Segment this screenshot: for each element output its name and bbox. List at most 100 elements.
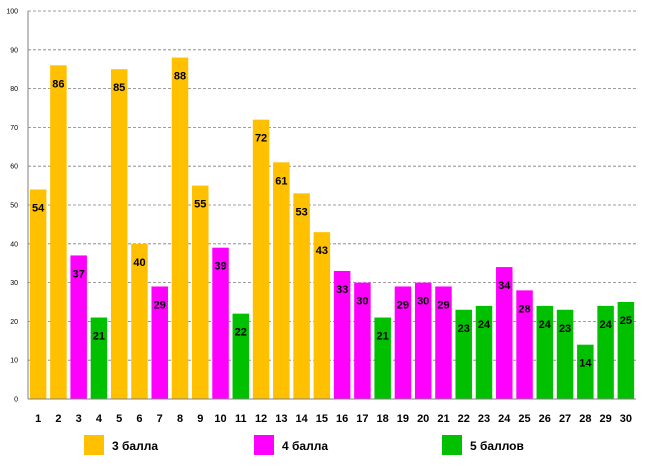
- data-label: 30: [417, 296, 429, 308]
- x-tick-label: 9: [197, 413, 203, 425]
- data-label: 30: [356, 296, 368, 308]
- bar-30: [617, 302, 635, 399]
- bar-26: [536, 305, 554, 399]
- bar-20: [414, 282, 432, 399]
- data-label: 53: [295, 206, 307, 218]
- data-labels: 54 86 37 21 85 40 29 88 55 39 22 72 61 53 43 33 30 21 29 30…: [32, 71, 632, 370]
- bar-19: [394, 286, 412, 399]
- data-label: 54: [32, 202, 45, 214]
- x-tick-label: 28: [579, 413, 591, 425]
- x-tick-label: 2: [55, 413, 61, 425]
- data-label: 23: [458, 323, 470, 335]
- x-axis: 1 2 3 4 5 6 7 8 9 10 11 12 13 14 15 16 17 18 19 20 21 22 23 24 2…: [28, 398, 636, 425]
- data-label: 29: [154, 299, 166, 311]
- bar-23: [475, 305, 493, 399]
- x-tick-label: 21: [437, 413, 449, 425]
- legend-label-g3: 3 балла: [112, 439, 158, 453]
- x-tick-label: 26: [539, 413, 551, 425]
- bar-3: [70, 255, 87, 399]
- bar-14: [293, 193, 310, 399]
- x-tick-label: 11: [235, 413, 247, 425]
- data-label: 43: [316, 245, 328, 257]
- bar-11: [232, 313, 250, 399]
- grid-lines: [28, 10, 636, 361]
- data-label: 24: [539, 319, 552, 331]
- data-label: 72: [255, 133, 267, 145]
- x-tick-label: 8: [177, 413, 183, 425]
- bar-16: [333, 270, 351, 399]
- x-tick-label: 19: [397, 413, 409, 425]
- x-tick-label: 12: [255, 413, 267, 425]
- legend-swatch-g4: [254, 435, 274, 455]
- data-label: 55: [194, 199, 206, 211]
- data-label: 34: [498, 280, 511, 292]
- bar-27: [556, 309, 574, 399]
- x-tick-label: 27: [559, 413, 571, 425]
- bar-12: [252, 119, 270, 399]
- bar-9: [192, 185, 209, 399]
- legend: 3 балла 4 балла 5 баллов: [84, 435, 524, 455]
- x-tick-label: 17: [356, 413, 368, 425]
- y-axis: 0 10 20 30 40 50 60 70 80 90 100: [6, 9, 29, 404]
- x-tick-label: 3: [76, 413, 82, 425]
- data-label: 14: [579, 358, 592, 370]
- legend-label-g4: 4 балла: [282, 439, 328, 453]
- x-tick-label: 6: [136, 413, 142, 425]
- data-label: 29: [437, 299, 449, 311]
- y-tick-label: 0: [14, 397, 18, 404]
- bar-13: [273, 162, 290, 399]
- y-tick-label: 50: [10, 203, 18, 210]
- data-label: 23: [559, 323, 571, 335]
- bars: [29, 57, 635, 400]
- y-tick-label: 30: [10, 280, 18, 287]
- y-tick-label: 40: [10, 241, 18, 248]
- bar-29: [597, 305, 614, 399]
- y-tick-label: 60: [10, 164, 18, 171]
- data-label: 88: [174, 71, 186, 83]
- data-label: 39: [214, 261, 226, 273]
- x-tick-label: 1: [35, 413, 41, 425]
- bar-25: [516, 290, 533, 399]
- y-tick-label: 80: [10, 86, 18, 93]
- x-tick-label: 14: [295, 413, 308, 425]
- bar-1: [29, 189, 47, 399]
- data-label: 22: [235, 327, 247, 339]
- y-tick-label: 100: [6, 9, 18, 16]
- legend-swatch-g5: [442, 435, 462, 455]
- bar-21: [435, 286, 452, 399]
- bar-5: [110, 69, 128, 399]
- bar-8: [171, 57, 189, 400]
- x-tick-label: 23: [478, 413, 490, 425]
- x-tick-label: 24: [498, 413, 511, 425]
- y-tick-label: 20: [10, 319, 18, 326]
- x-tick-label: 4: [96, 413, 103, 425]
- bar-10: [212, 247, 229, 399]
- x-tick-label: 20: [417, 413, 429, 425]
- bar-2: [50, 65, 67, 399]
- bar-28: [577, 344, 594, 399]
- data-label: 61: [275, 175, 287, 187]
- x-tick-label: 7: [157, 413, 163, 425]
- data-label: 85: [113, 82, 125, 94]
- bar-7: [151, 286, 168, 399]
- x-tick-label: 30: [620, 413, 632, 425]
- data-label: 40: [133, 257, 145, 269]
- bar-22: [455, 309, 472, 399]
- bar-18: [374, 317, 391, 399]
- data-label: 21: [377, 331, 389, 343]
- data-label: 24: [599, 319, 612, 331]
- x-tick-label: 10: [214, 413, 226, 425]
- data-label: 33: [336, 284, 348, 296]
- bar-15: [313, 232, 331, 399]
- x-tick-label: 13: [275, 413, 287, 425]
- y-tick-label: 90: [10, 47, 18, 54]
- data-label: 21: [93, 331, 105, 343]
- bar-4: [90, 317, 108, 399]
- legend-label-g5: 5 баллов: [470, 439, 524, 453]
- data-label: 28: [518, 303, 530, 315]
- data-label: 24: [478, 319, 491, 331]
- x-tick-label: 5: [116, 413, 122, 425]
- bar-17: [354, 282, 371, 399]
- data-label: 37: [73, 268, 85, 280]
